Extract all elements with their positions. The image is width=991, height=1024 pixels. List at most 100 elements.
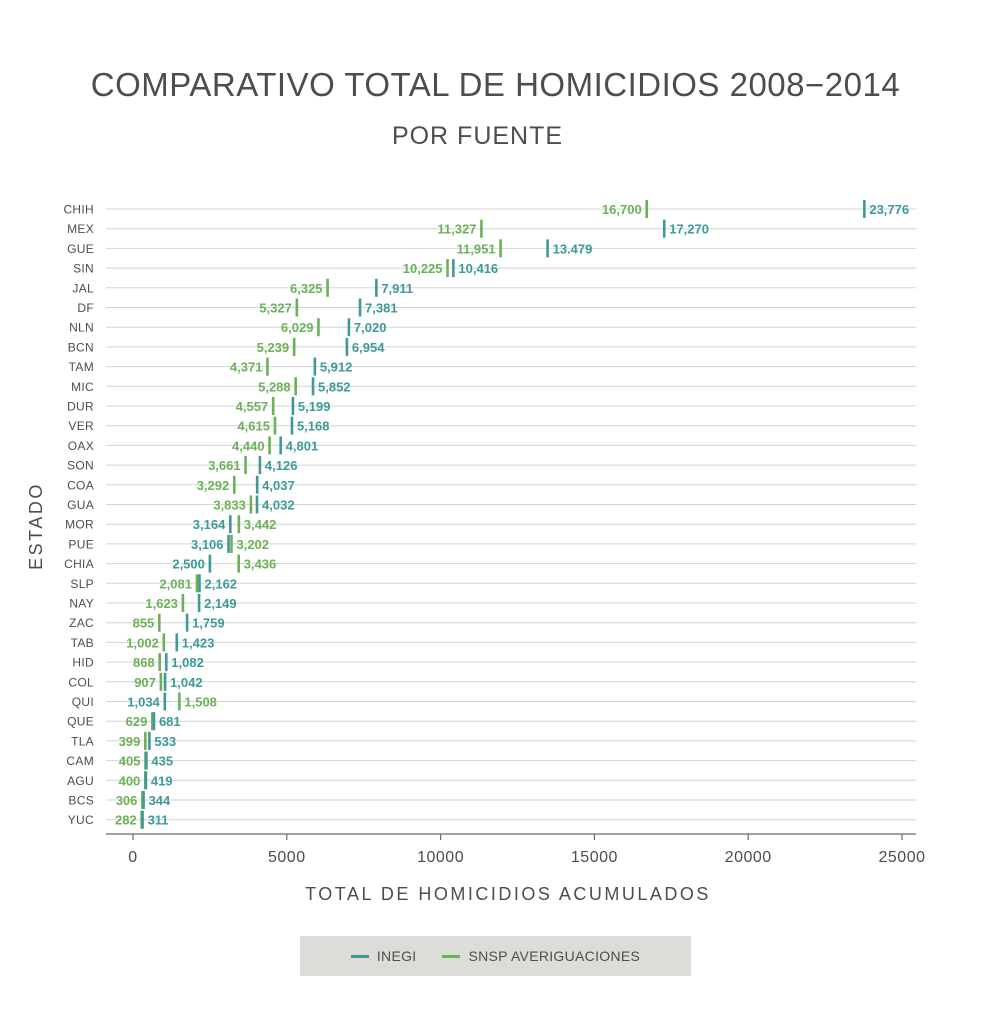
snsp-value-label: 1,002 — [126, 635, 159, 650]
snsp-mark — [446, 259, 449, 278]
inegi-value-label: 1,423 — [182, 635, 215, 650]
snsp-mark — [143, 731, 147, 750]
snsp-mark — [271, 397, 275, 415]
inegi-value-label: 1,042 — [170, 675, 203, 690]
snsp-mark — [178, 692, 181, 711]
snsp-value-label: 405 — [119, 754, 141, 769]
snsp-mark — [237, 554, 240, 573]
snsp-value-label: 3,202 — [236, 537, 269, 552]
inegi-value-label: 5,912 — [320, 360, 353, 375]
category-label: MEX — [67, 222, 94, 236]
snsp-value-label: 868 — [133, 655, 155, 670]
category-label: SLP — [70, 577, 94, 591]
snsp-value-label: 1,508 — [184, 695, 217, 710]
snsp-mark — [294, 377, 297, 396]
inegi-mark — [662, 219, 666, 238]
inegi-value-label: 7,911 — [381, 281, 413, 296]
legend: INEGI SNSP AVERIGUACIONES — [300, 936, 691, 976]
legend-label-snsp: SNSP AVERIGUACIONES — [468, 948, 641, 964]
category-label: OAX — [68, 439, 94, 453]
snsp-mark — [151, 712, 154, 731]
snsp-value-label: 4,615 — [237, 419, 270, 434]
inegi-mark — [258, 456, 262, 475]
category-label: NAY — [69, 597, 94, 611]
snsp-mark — [195, 574, 199, 593]
snsp-value-label: 10,225 — [403, 261, 443, 276]
snsp-value-label: 11,951 — [457, 241, 496, 256]
category-label: SON — [67, 459, 94, 473]
category-label: SIN — [73, 262, 94, 276]
snsp-mark — [268, 436, 271, 455]
snsp-value-label: 3,442 — [244, 517, 277, 532]
snsp-value-label: 3,436 — [244, 557, 277, 572]
snsp-mark — [237, 515, 241, 534]
inegi-value-label: 344 — [149, 793, 171, 808]
category-label: MOR — [65, 518, 94, 532]
category-label: QUI — [72, 695, 94, 709]
snsp-value-label: 11,327 — [437, 222, 476, 237]
inegi-value-label: 4,037 — [262, 478, 295, 493]
snsp-mark — [158, 653, 161, 672]
snsp-mark — [244, 456, 247, 475]
category-label: CHIH — [63, 203, 94, 217]
snsp-value-label: 4,440 — [232, 438, 265, 453]
inegi-mark — [546, 239, 549, 258]
x-axis-label: TOTAL DE HOMICIDIOS ACUMULADOS — [305, 884, 711, 904]
snsp-mark — [249, 495, 253, 514]
inegi-mark — [208, 554, 212, 573]
inegi-mark — [375, 278, 378, 297]
inegi-value-label: 419 — [151, 773, 173, 788]
inegi-value-label: 1,082 — [171, 655, 204, 670]
snsp-value-label: 5,327 — [259, 301, 292, 316]
inegi-value-label: 3,106 — [191, 537, 224, 552]
inegi-mark — [148, 731, 151, 750]
category-label: CHIA — [64, 557, 94, 571]
chart-title: COMPARATIVO TOTAL DE HOMICIDIOS 2008−201… — [90, 66, 901, 103]
inegi-mark — [863, 200, 866, 218]
category-label: AGU — [67, 774, 94, 788]
snsp-mark — [499, 239, 502, 258]
snsp-mark — [230, 534, 233, 553]
inegi-value-label: 2,162 — [205, 576, 238, 591]
inegi-mark — [164, 653, 168, 672]
inegi-mark — [141, 810, 144, 829]
snsp-mark — [159, 672, 163, 691]
inegi-mark — [279, 436, 282, 455]
legend-swatch-inegi — [350, 954, 369, 958]
snsp-value-label: 855 — [133, 616, 155, 631]
x-tick-label: 15000 — [571, 849, 618, 866]
inegi-mark — [227, 534, 230, 553]
inegi-value-label: 5,168 — [297, 419, 330, 434]
snsp-value-label: 6,325 — [290, 281, 323, 296]
x-tick-label: 20000 — [725, 849, 772, 866]
inegi-value-label: 4,801 — [286, 438, 319, 453]
legend-swatch-snsp — [442, 954, 461, 958]
inegi-mark — [311, 377, 315, 396]
inegi-mark — [152, 712, 156, 731]
snsp-value-label: 399 — [119, 734, 141, 749]
snsp-mark — [645, 200, 648, 218]
category-label: BCN — [68, 340, 94, 354]
snsp-mark — [181, 594, 185, 612]
data-marks: 23,776 16,700 17,270 11,327 13.479 11,951 10,4… — [115, 200, 909, 829]
inegi-value-label: 2,149 — [204, 596, 237, 611]
category-label: VER — [68, 419, 94, 433]
snsp-value-label: 400 — [119, 773, 141, 788]
category-label: GUE — [67, 242, 94, 256]
inegi-value-label: 4,126 — [265, 458, 298, 473]
snsp-mark — [273, 416, 277, 435]
snsp-value-label: 4,371 — [230, 360, 263, 375]
grid-layer — [106, 208, 916, 821]
inegi-value-label: 13.479 — [553, 241, 593, 256]
inegi-value-label: 3,164 — [193, 517, 226, 532]
inegi-value-label: 533 — [154, 734, 176, 749]
inegi-mark — [175, 633, 179, 652]
category-label: CAM — [66, 754, 94, 768]
snsp-value-label: 282 — [115, 813, 137, 828]
snsp-value-label: 1,623 — [145, 596, 178, 611]
legend-label-inegi: INEGI — [376, 948, 417, 964]
inegi-value-label: 7,381 — [365, 301, 398, 316]
inegi-mark — [144, 771, 148, 790]
snsp-value-label: 2,081 — [159, 576, 192, 591]
snsp-value-label: 5,239 — [257, 340, 290, 355]
